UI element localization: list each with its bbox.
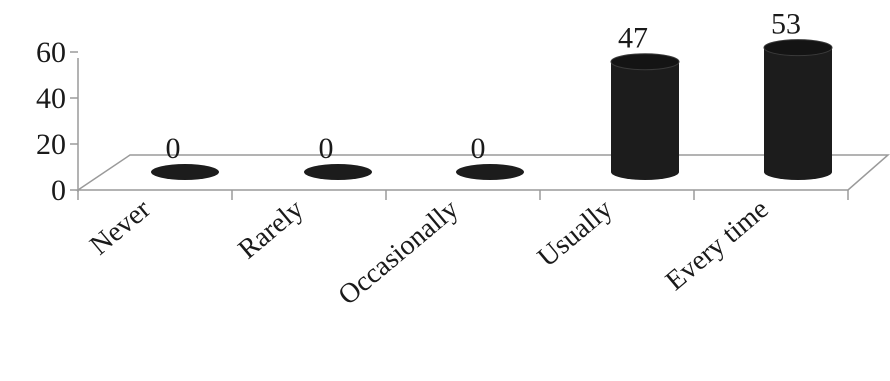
- data-label: 53: [771, 8, 801, 41]
- category-label: Never: [84, 193, 157, 261]
- category-label: Occasionally: [333, 194, 465, 312]
- bar-top: [763, 39, 833, 57]
- chart-floor: [75, 154, 890, 191]
- bar: [611, 53, 679, 180]
- y-tick-label: 20: [36, 128, 66, 161]
- data-label: 0: [471, 132, 486, 165]
- category-label: Usually: [532, 194, 619, 274]
- bars: [151, 39, 833, 180]
- data-label: 0: [166, 132, 181, 165]
- floor-plane: [75, 154, 890, 191]
- bar: [764, 39, 832, 180]
- y-tick-label: 0: [51, 174, 66, 207]
- category-label: Rarely: [232, 194, 309, 266]
- data-label: 0: [319, 132, 334, 165]
- y-axis: 0 20 40 60: [36, 36, 849, 207]
- category-labels: Never Rarely Occasionally Usually Every time: [84, 193, 774, 311]
- data-label: 47: [618, 22, 648, 55]
- y-tick-label: 40: [36, 82, 66, 115]
- category-label: Every time: [660, 194, 775, 297]
- bar: [456, 164, 524, 180]
- bar: [304, 164, 372, 180]
- bar-top: [610, 53, 680, 71]
- data-labels: 0 0 0 47 53: [166, 8, 802, 165]
- y-tick-label: 60: [36, 36, 66, 69]
- bar: [151, 164, 219, 180]
